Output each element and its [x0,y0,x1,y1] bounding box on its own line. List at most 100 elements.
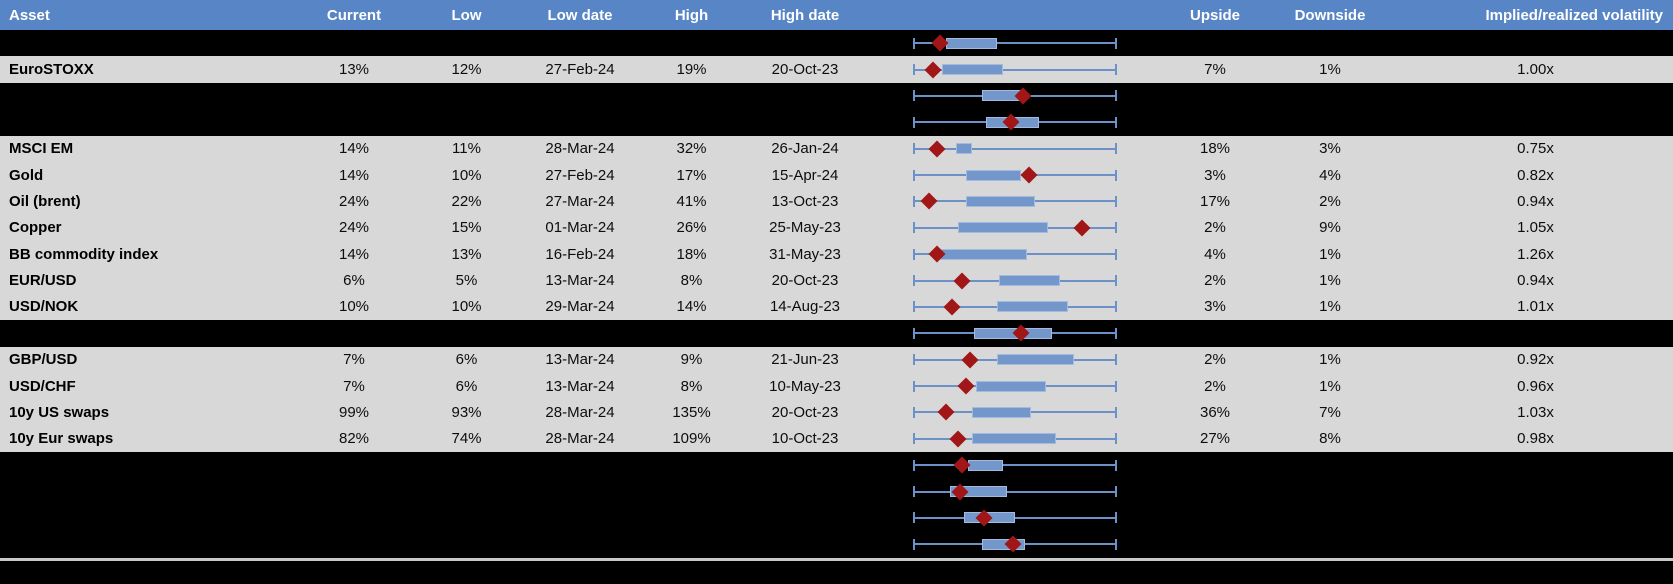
high-date-cell: 31-May-23 [769,245,841,263]
current-cell [300,478,408,504]
high-date-cell [748,478,862,504]
upside-cell [1168,109,1262,135]
low-cell [408,478,525,504]
upside-cell [1168,320,1262,346]
impl-real-vol-cell: 0.92x [1517,351,1554,369]
range-box [941,64,1003,76]
impl-real-vol-cell: 0.82x [1517,166,1554,184]
whisker-cap-right [1115,459,1117,471]
range-chart-cell [862,373,1168,399]
impl-real-vol-cell: 1.26x [1517,245,1554,263]
range-chart-cell [862,294,1168,320]
footer-black-band [0,560,1673,584]
low-date-cell [525,83,635,109]
low-date-cell [525,531,635,557]
impl-real-vol-cell: 0.94x [1517,272,1554,290]
current-cell [300,109,408,135]
downside-cell: 1% [1319,61,1341,79]
upside-cell [1168,452,1262,478]
upside-cell: 3% [1204,298,1226,316]
current-cell: 14% [338,245,370,263]
whisker-cap-left [913,301,915,313]
upside-cell: 2% [1204,351,1226,369]
high-cell: 41% [676,192,707,210]
range-box [966,195,1036,207]
asset-cell [0,505,300,531]
high-date-cell: 26-Jan-24 [771,140,839,158]
asset-row: EuroSTOXX 13% 12% 27-Feb-24 19% 20-Oct-23 7% 1%… [0,56,1673,83]
range-plot [913,531,1117,557]
asset-cell [0,109,300,135]
range-chart-cell [862,347,1168,373]
high-cell [635,83,748,109]
spacer-row [0,109,1673,136]
upside-cell [1168,30,1262,56]
high-date-cell: 15-Apr-24 [771,166,839,184]
high-date-cell [748,320,862,346]
downside-cell: 7% [1319,403,1341,421]
spacer-row [0,82,1673,110]
low-cell [408,320,525,346]
high-cell [635,30,748,56]
high-cell: 18% [676,245,707,263]
whisker-cap-right [1115,301,1117,313]
asset-cell: 10y Eur swaps [9,430,114,448]
footer-plot-row [0,452,1673,479]
asset-cell: USD/CHF [9,377,76,395]
asset-row: Oil (brent) 24% 22% 27-Mar-24 41% 13-Oct-23 17… [0,188,1673,215]
low-date-cell [525,478,635,504]
impl-real-vol-cell: 0.98x [1517,430,1554,448]
range-plot [913,215,1117,241]
table-header-row: Asset Current Low Low date High High date Upsi… [0,0,1673,30]
downside-cell [1262,452,1398,478]
range-box [949,486,1007,498]
high-date-cell [748,452,862,478]
whisker-cap-left [913,248,915,260]
asset-cell: Copper [9,219,62,237]
whisker-line [913,147,1117,150]
downside-cell [1262,531,1398,557]
impl-real-vol-cell [1398,320,1673,346]
upside-cell: 4% [1204,245,1226,263]
upside-cell: 2% [1204,377,1226,395]
low-date-cell [525,505,635,531]
range-plot [913,56,1117,82]
low-date-cell [525,320,635,346]
current-level-diamond-marker [1073,219,1091,237]
column-header-high_date: High date [770,6,840,24]
high-date-cell [748,531,862,557]
whisker-cap-left [913,354,915,366]
asset-cell [0,83,300,109]
low-cell [408,109,525,135]
low-date-cell: 01-Mar-24 [545,219,615,237]
column-header-upside: Upside [1189,6,1240,24]
asset-cell: MSCI EM [9,140,74,158]
high-cell [635,531,748,557]
low-date-cell [525,109,635,135]
asset-row: 10y US swaps 99% 93% 28-Mar-24 135% 20-Oct-23… [0,399,1673,426]
asset-cell [0,320,300,346]
range-plot [913,162,1117,188]
range-plot [913,30,1117,56]
range-plot [913,267,1117,293]
asset-row: USD/CHF 7% 6% 13-Mar-24 8% 10-May-23 2% 1% 0.96x [0,372,1673,400]
asset-row: MSCI EM 14% 11% 28-Mar-24 32% 26-Jan-24 18% 3% 0… [0,135,1673,162]
whisker-cap-right [1115,380,1117,392]
high-date-cell: 20-Oct-23 [771,272,839,290]
whisker-cap-right [1115,406,1117,418]
low-cell [408,30,525,56]
high-cell: 8% [680,272,703,290]
footer-plot-row [0,531,1673,558]
spacer-row [0,30,1673,57]
range-plot [913,83,1117,109]
low-cell: 12% [451,61,482,79]
whisker-cap-right [1115,222,1117,234]
impl-real-vol-cell [1398,505,1673,531]
downside-cell [1262,478,1398,504]
range-plot [913,505,1117,531]
range-chart-cell [862,426,1168,452]
upside-cell: 17% [1199,192,1231,210]
current-cell [300,505,408,531]
range-chart-cell [862,30,1168,56]
